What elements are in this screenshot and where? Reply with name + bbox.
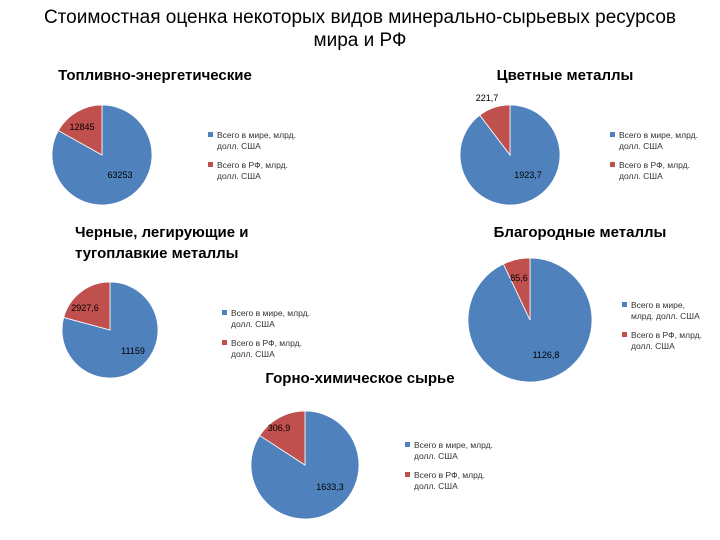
- chart-title: Цветные металлы: [497, 67, 634, 84]
- legend-label-line: Всего в мире, млрд.: [217, 130, 296, 140]
- legend-label: Всего в РФ, млрд. долл. США: [217, 160, 288, 181]
- legend-swatch: [610, 132, 615, 137]
- chart-title: Горно-химическое сырье: [265, 370, 454, 387]
- data-label: 12845: [69, 122, 94, 132]
- data-label: 2927,6: [71, 303, 99, 313]
- slide-title-line2: мира и РФ: [313, 30, 407, 51]
- data-label: 11159: [121, 346, 145, 356]
- data-label: 221,7: [476, 93, 499, 103]
- legend-label-line: Всего в РФ, млрд.: [619, 160, 690, 170]
- chart-title: Топливно-энергетические: [58, 67, 252, 84]
- legend-label-line: долл. США: [414, 451, 458, 461]
- data-label: 1923,7: [514, 170, 542, 180]
- legend-label-line: Всего в РФ, млрд.: [631, 330, 702, 340]
- legend-label-line: Всего в мире, млрд.: [231, 308, 310, 318]
- chart-title-line: Цветные металлы: [497, 67, 634, 84]
- pie-chart-2: Цветные металлы 1923,7 221,7 Всего в мире, …: [459, 67, 698, 206]
- legend-swatch: [208, 162, 213, 167]
- data-label: 85,6: [510, 273, 528, 283]
- legend-label-line: долл. США: [231, 319, 275, 329]
- pie-slice-russia: [259, 410, 306, 466]
- chart-title-line: тугоплавкие металлы: [75, 245, 238, 262]
- legend-label: Всего в РФ, млрд. долл. США: [619, 160, 690, 181]
- legend-label-line: долл. США: [217, 141, 261, 151]
- legend-label-line: млрд. долл. США: [631, 311, 700, 321]
- legend-label-line: Всего в мире,: [631, 300, 685, 310]
- pie-chart-4: Благородные металлы 1126,8 85,6 Всего в мир…: [467, 224, 702, 383]
- pie-slice-russia: [57, 104, 103, 156]
- chart-title: Черные, легирующие и тугоплавкие металлы: [75, 224, 248, 262]
- legend-swatch: [222, 340, 227, 345]
- legend-swatch: [222, 310, 227, 315]
- pie-slice-russia: [479, 104, 511, 157]
- legend-label-line: Всего в РФ, млрд.: [231, 338, 302, 348]
- chart-title-line: Благородные металлы: [494, 224, 667, 241]
- slide-title-line1: Стоимостная оценка некоторых видов минер…: [43, 7, 677, 28]
- legend-swatch: [405, 442, 410, 447]
- legend-swatch: [405, 472, 410, 477]
- data-label: 1126,8: [533, 350, 560, 360]
- legend-label-line: Всего в мире, млрд.: [619, 130, 698, 140]
- legend-label-line: Всего в мире, млрд.: [414, 440, 493, 450]
- legend-label: Всего в РФ, млрд. долл. США: [414, 470, 485, 491]
- data-label: 1633,3: [316, 482, 344, 492]
- pie-slice-russia: [502, 257, 531, 321]
- pie-chart-1: Топливно-энергетические 63253 12845 Всего в…: [51, 67, 296, 206]
- slide-title: Стоимостная оценка некоторых видов минер…: [0, 6, 720, 52]
- legend-label: Всего в мире, млрд. долл. США: [619, 130, 698, 151]
- legend-label-line: долл. США: [217, 171, 261, 181]
- legend-label-line: долл. США: [619, 141, 663, 151]
- legend-label: Всего в РФ, млрд. долл. США: [631, 330, 702, 351]
- legend-swatch: [208, 132, 213, 137]
- legend-swatch: [622, 332, 627, 337]
- legend-label-line: долл. США: [231, 349, 275, 359]
- legend-label-line: долл. США: [619, 171, 663, 181]
- legend-label: Всего в мире, млрд. долл. США: [414, 440, 493, 461]
- chart-title-line: Черные, легирующие и: [75, 224, 248, 241]
- legend-label-line: долл. США: [631, 341, 675, 351]
- pie-chart-3: Черные, легирующие и тугоплавкие металлы 1…: [61, 224, 310, 379]
- legend-label: Всего в мире, млрд. долл. США: [631, 300, 700, 321]
- pie-chart-5: Горно-химическое сырье 1633,3 306,9 Всего в…: [250, 370, 493, 520]
- pie-slice-russia: [63, 281, 111, 331]
- data-label: 306,9: [268, 423, 291, 433]
- legend-swatch: [622, 302, 627, 307]
- legend-label: Всего в мире, млрд. долл. США: [231, 308, 310, 329]
- chart-title-line: Топливно-энергетические: [58, 67, 252, 84]
- chart-title: Благородные металлы: [494, 224, 667, 241]
- chart-title-line: Горно-химическое сырье: [265, 370, 454, 387]
- legend-label: Всего в мире, млрд. долл. США: [217, 130, 296, 151]
- legend-label-line: долл. США: [414, 481, 458, 491]
- data-label: 63253: [107, 170, 132, 180]
- legend-swatch: [610, 162, 615, 167]
- legend-label: Всего в РФ, млрд. долл. США: [231, 338, 302, 359]
- legend-label-line: Всего в РФ, млрд.: [414, 470, 485, 480]
- legend-label-line: Всего в РФ, млрд.: [217, 160, 288, 170]
